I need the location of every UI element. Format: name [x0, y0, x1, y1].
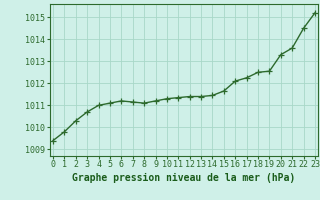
X-axis label: Graphe pression niveau de la mer (hPa): Graphe pression niveau de la mer (hPa) [72, 173, 296, 183]
